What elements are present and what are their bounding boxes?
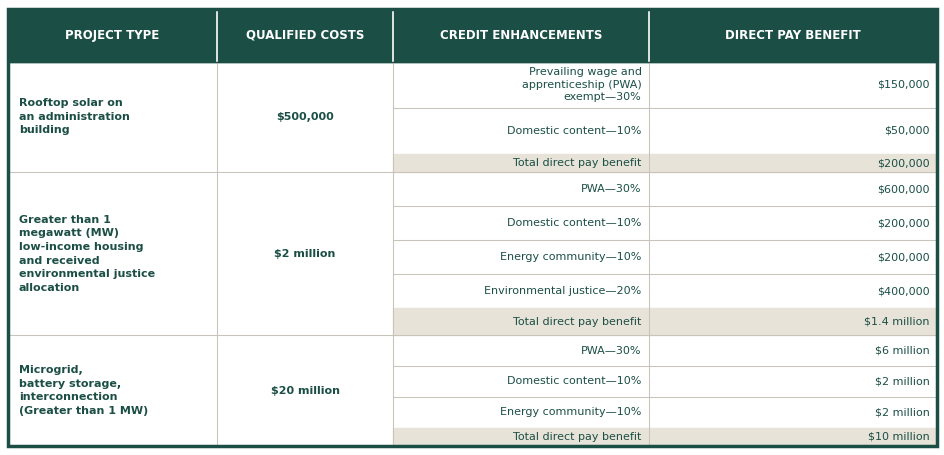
Text: Total direct pay benefit: Total direct pay benefit: [513, 158, 641, 168]
Text: QUALIFIED COSTS: QUALIFIED COSTS: [245, 29, 364, 42]
Bar: [8, 9, 936, 61]
Text: Environmental justice—20%: Environmental justice—20%: [484, 286, 641, 296]
Text: $6 million: $6 million: [874, 345, 929, 355]
Text: Rooftop solar on
an administration
building: Rooftop solar on an administration build…: [19, 98, 129, 136]
Text: PWA—30%: PWA—30%: [581, 345, 641, 355]
Text: Prevailing wage and
apprenticeship (PWA)
exempt—30%: Prevailing wage and apprenticeship (PWA)…: [521, 67, 641, 102]
Bar: [8, 172, 936, 335]
Text: Domestic content—10%: Domestic content—10%: [507, 218, 641, 228]
Bar: [393, 308, 936, 335]
Text: CREDIT ENHANCEMENTS: CREDIT ENHANCEMENTS: [440, 29, 602, 42]
Text: $200,000: $200,000: [876, 158, 929, 168]
Text: $2 million: $2 million: [874, 376, 929, 386]
Text: $2 million: $2 million: [874, 407, 929, 417]
Text: $200,000: $200,000: [876, 218, 929, 228]
Text: $500,000: $500,000: [276, 112, 333, 122]
Bar: [8, 335, 936, 446]
Text: $600,000: $600,000: [876, 184, 929, 194]
Text: Total direct pay benefit: Total direct pay benefit: [513, 317, 641, 327]
Text: $50,000: $50,000: [884, 126, 929, 136]
Text: Domestic content—10%: Domestic content—10%: [507, 126, 641, 136]
Text: $2 million: $2 million: [274, 249, 335, 259]
Text: Total direct pay benefit: Total direct pay benefit: [513, 432, 641, 442]
Text: $150,000: $150,000: [876, 80, 929, 90]
Bar: [393, 154, 936, 172]
Text: Energy community—10%: Energy community—10%: [499, 407, 641, 417]
Text: $20 million: $20 million: [270, 385, 339, 395]
Text: $1.4 million: $1.4 million: [864, 317, 929, 327]
Text: $400,000: $400,000: [876, 286, 929, 296]
Text: $200,000: $200,000: [876, 252, 929, 262]
Text: Microgrid,
battery storage,
interconnection
(Greater than 1 MW): Microgrid, battery storage, interconnect…: [19, 365, 148, 416]
Text: DIRECT PAY BENEFIT: DIRECT PAY BENEFIT: [725, 29, 860, 42]
Text: Greater than 1
megawatt (MW)
low-income housing
and received
environmental justi: Greater than 1 megawatt (MW) low-income …: [19, 215, 155, 293]
Text: PROJECT TYPE: PROJECT TYPE: [65, 29, 160, 42]
Text: $10 million: $10 million: [868, 432, 929, 442]
Text: Domestic content—10%: Domestic content—10%: [507, 376, 641, 386]
Text: Energy community—10%: Energy community—10%: [499, 252, 641, 262]
Bar: [393, 428, 936, 446]
Text: PWA—30%: PWA—30%: [581, 184, 641, 194]
Bar: [8, 61, 936, 172]
